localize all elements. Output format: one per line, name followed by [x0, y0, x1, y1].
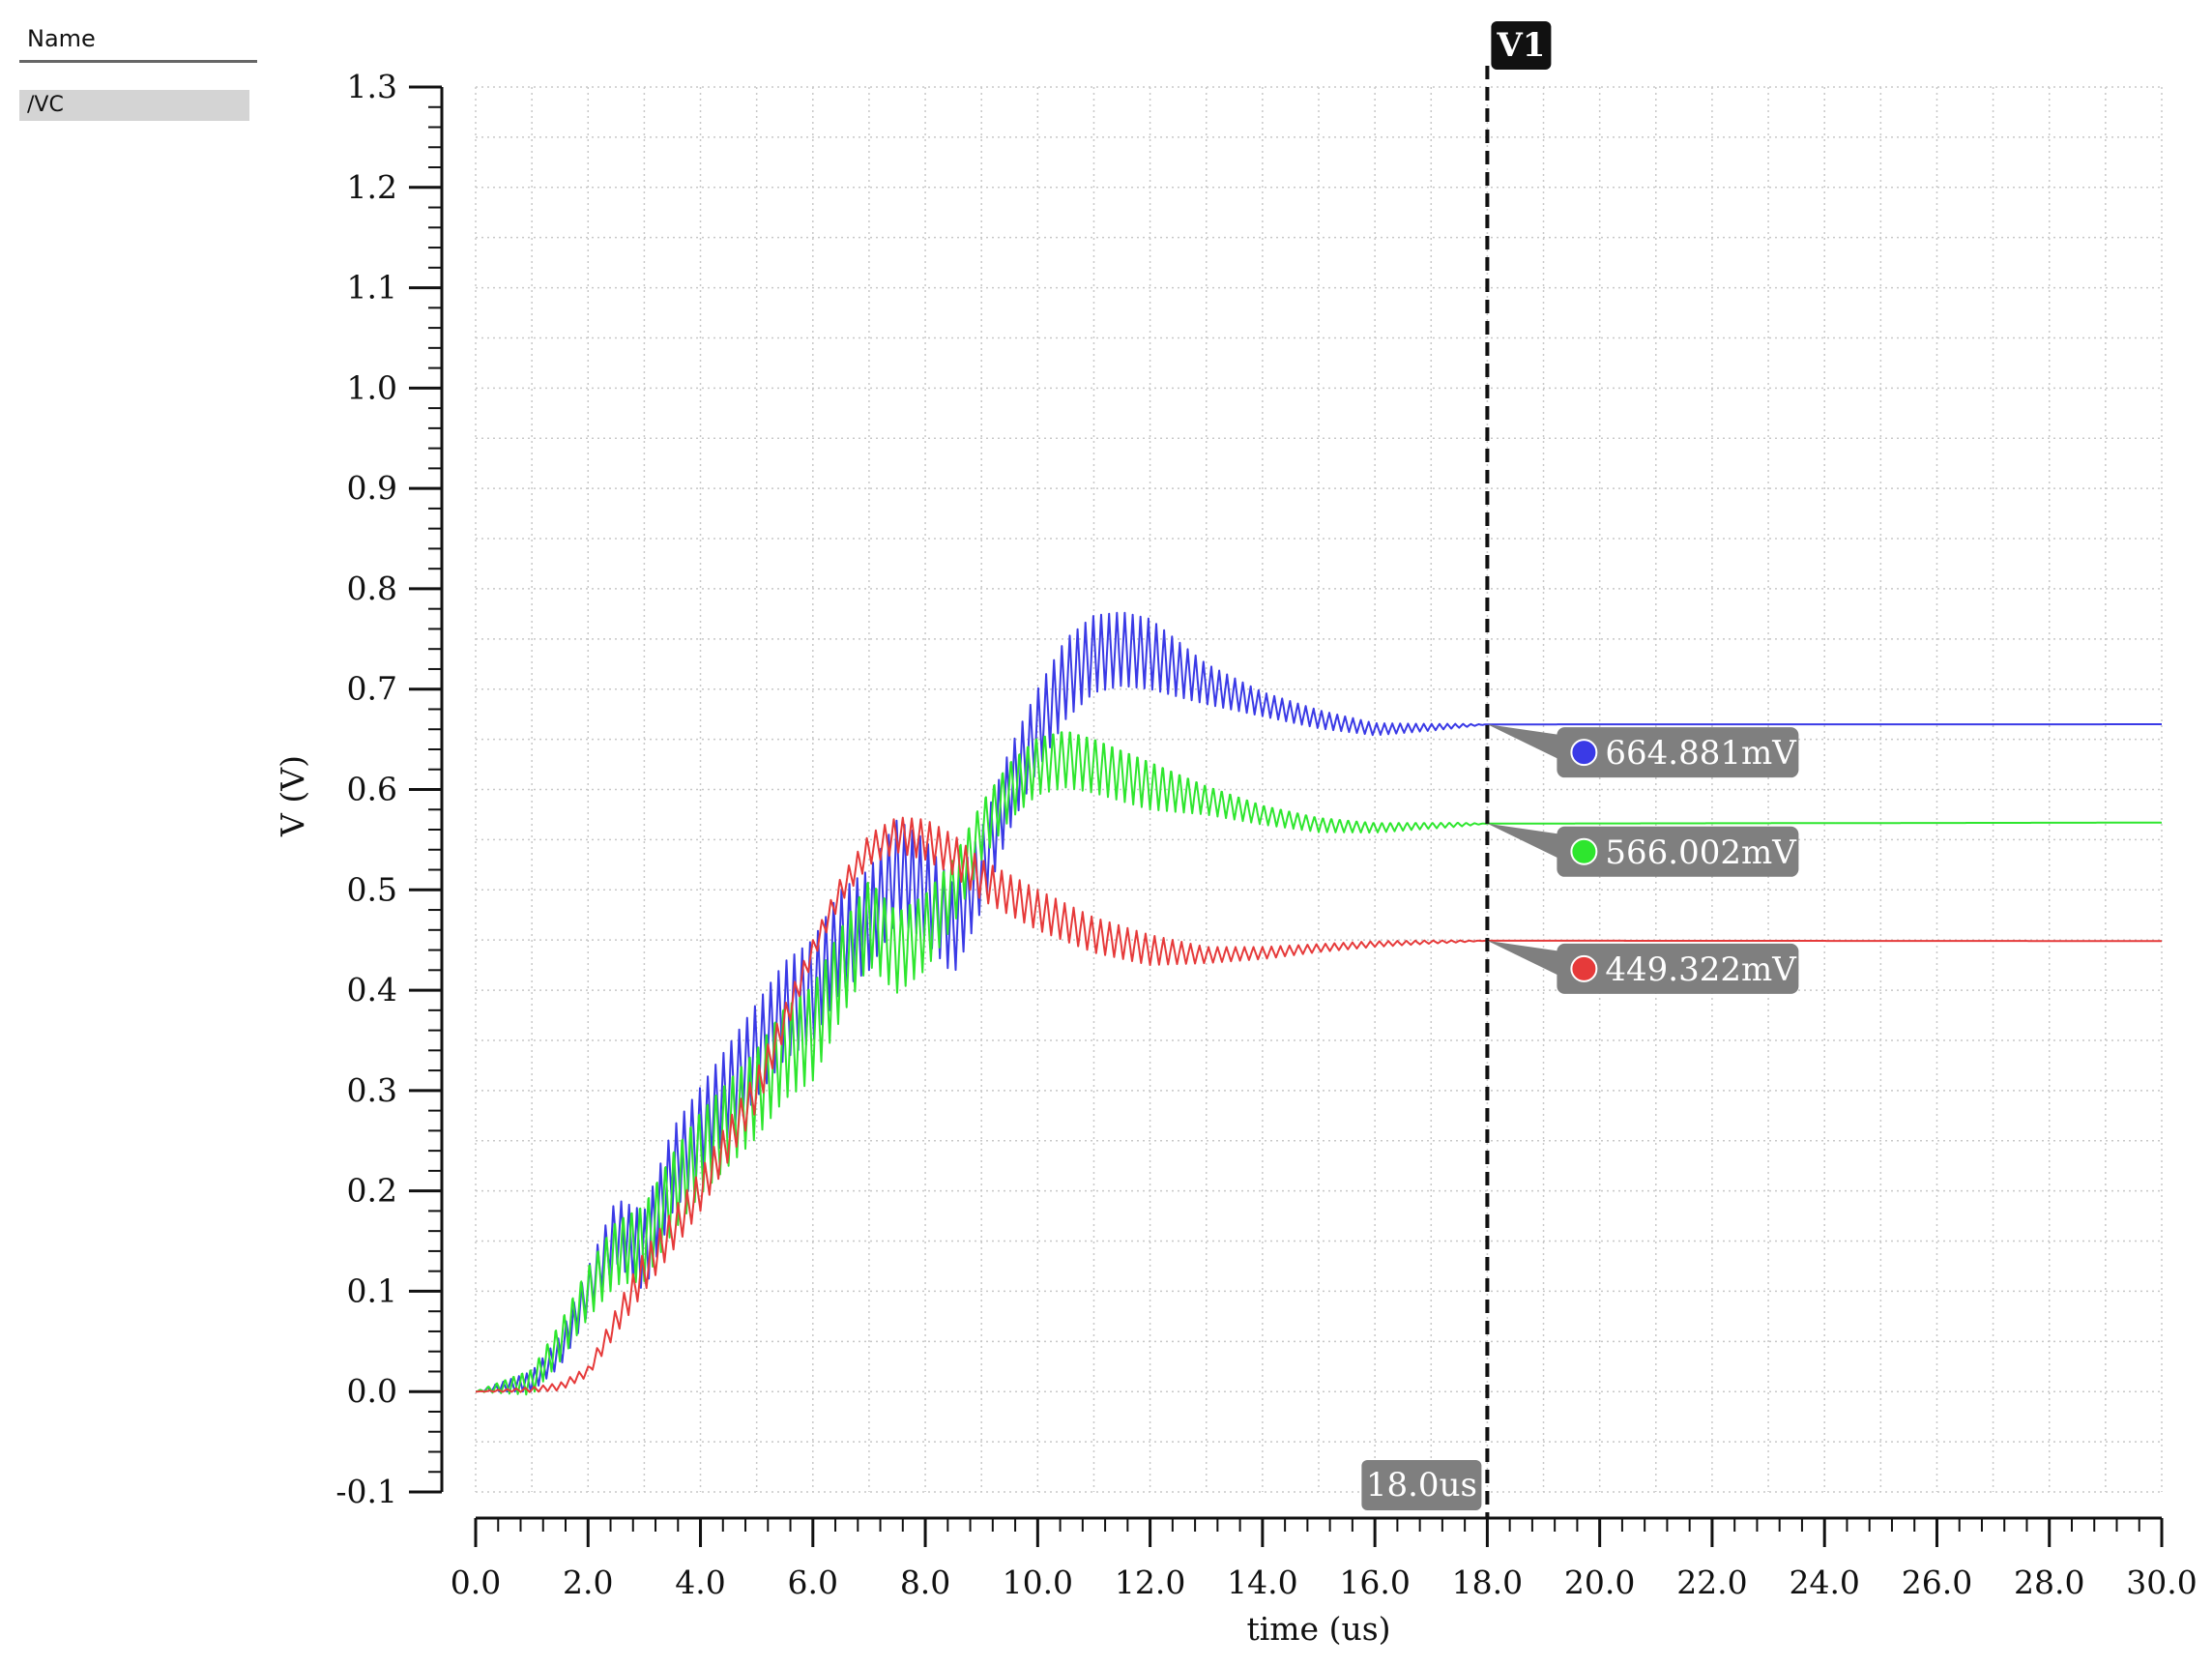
y-tick-label: 1.1 — [347, 269, 397, 307]
cursor-title-tag[interactable] — [1491, 21, 1552, 70]
x-tick-label: 30.0 — [2126, 1564, 2197, 1601]
marker-tag — [1557, 826, 1799, 877]
name-column-header: Name — [19, 25, 257, 63]
marker-pointer — [1487, 940, 1561, 977]
y-tick-label: 0.3 — [347, 1071, 397, 1109]
cursor-title: V1 — [1496, 26, 1545, 65]
x-tick-label: 0.0 — [451, 1564, 501, 1601]
y-tick-label: 0.4 — [347, 971, 397, 1008]
marker-dot — [1570, 837, 1598, 865]
y-tick-label: 0.5 — [347, 870, 397, 908]
x-tick-label: 28.0 — [2014, 1564, 2084, 1601]
x-tick-label: 22.0 — [1676, 1564, 1747, 1601]
x-tick-label: 2.0 — [563, 1564, 613, 1601]
marker-pointer — [1487, 823, 1561, 860]
x-tick-label: 24.0 — [1789, 1564, 1859, 1601]
y-tick-label: 0.2 — [347, 1172, 397, 1210]
y-tick-label: 0.8 — [347, 570, 397, 607]
y-tick-label: 0.6 — [347, 771, 397, 808]
marker-value-label: 566.002mV — [1605, 833, 1797, 872]
marker-dot — [1570, 954, 1598, 982]
x-tick-label: 6.0 — [788, 1564, 838, 1601]
y-tick-label: 0.0 — [347, 1372, 397, 1410]
x-tick-label: 12.0 — [1115, 1564, 1185, 1601]
x-tick-label: 4.0 — [675, 1564, 725, 1601]
cursor-x-tag — [1361, 1460, 1482, 1510]
cursor-group[interactable]: V1 18.0us 664.881mV 566.002mV 449.322mV — [1361, 21, 1799, 1518]
y-tick-label: 0.9 — [347, 469, 397, 507]
y-axis-label: V (V) — [274, 755, 311, 837]
x-axis-label: time (us) — [1246, 1610, 1390, 1648]
marker-value-label: 664.881mV — [1605, 734, 1797, 773]
y-tick-label: 0.1 — [347, 1271, 397, 1309]
marker-value-label: 449.322mV — [1605, 950, 1797, 989]
marker-tag — [1557, 727, 1799, 778]
marker-tag — [1557, 943, 1799, 994]
marker-dot — [1570, 739, 1598, 767]
x-tick-label: 8.0 — [900, 1564, 950, 1601]
series-line — [475, 816, 2163, 1393]
series-line — [475, 731, 2163, 1396]
axes: -0.1 0.0 0.1 0.2 0.3 0.4 0.5 0.6 0.7 0.8 0.9 1.0 1.1… — [335, 68, 2197, 1601]
x-tick-label: 14.0 — [1227, 1564, 1297, 1601]
x-tick-label: 20.0 — [1564, 1564, 1635, 1601]
series-line — [475, 611, 2163, 1393]
y-tick-label: 1.2 — [347, 168, 397, 206]
x-tick-label: 10.0 — [1003, 1564, 1073, 1601]
marker-pointer — [1487, 724, 1561, 761]
cursor-x-label: 18.0us — [1366, 1466, 1477, 1505]
y-tick-label: 1.0 — [347, 368, 397, 406]
x-tick-label: 26.0 — [1902, 1564, 1972, 1601]
grid — [475, 86, 2163, 1493]
waveform-name-panel: Name /VC — [19, 25, 257, 121]
series-group — [475, 611, 2163, 1396]
x-tick-label: 18.0 — [1452, 1564, 1523, 1601]
signal-list-item[interactable]: /VC — [19, 90, 249, 121]
y-tick-label: -0.1 — [335, 1473, 397, 1510]
y-tick-label: 1.3 — [347, 68, 397, 105]
y-tick-label: 0.7 — [347, 670, 397, 708]
x-tick-label: 16.0 — [1339, 1564, 1410, 1601]
